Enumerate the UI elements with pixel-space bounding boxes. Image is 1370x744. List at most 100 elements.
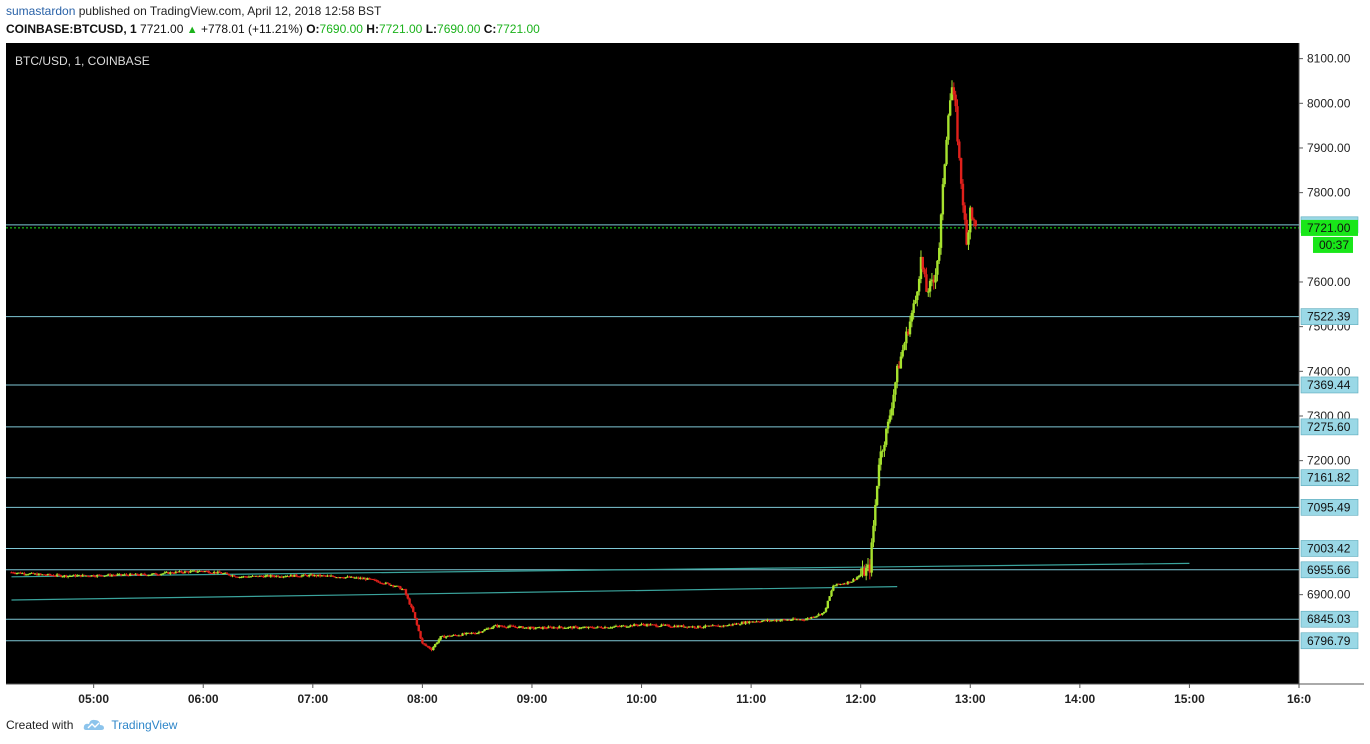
candle-body — [861, 567, 864, 575]
last-price: 7721.00 — [140, 22, 184, 36]
candle-body — [291, 574, 294, 577]
candle-body — [307, 574, 311, 577]
candle-body — [220, 572, 223, 574]
candle-body — [161, 573, 165, 575]
candle-body — [517, 626, 521, 629]
candle-body — [864, 568, 868, 576]
tradingview-link[interactable]: TradingView — [111, 718, 178, 732]
candle-body — [879, 451, 882, 465]
candle-body — [412, 607, 415, 613]
candle-body — [390, 585, 393, 587]
level-label-box — [1300, 418, 1359, 436]
candle-body — [426, 645, 430, 647]
candle-body — [547, 626, 550, 629]
candle-body — [857, 575, 861, 578]
candle-body — [967, 232, 970, 245]
candle-body — [896, 365, 899, 383]
candle-body — [777, 620, 780, 622]
candle-body — [850, 581, 853, 583]
candle-body — [894, 382, 897, 395]
candle-body — [788, 619, 791, 621]
x-tick-label: 12:00 — [845, 692, 876, 706]
candle-body — [196, 571, 199, 573]
candle-body — [616, 625, 620, 627]
candle-body — [35, 573, 39, 576]
candle-body — [519, 626, 523, 628]
candle-body — [90, 575, 94, 577]
candle-body — [631, 625, 634, 627]
candle-body — [726, 625, 729, 627]
candle-body — [538, 626, 541, 628]
candle-body — [74, 574, 77, 577]
candle-body — [454, 634, 457, 636]
candle-body — [649, 624, 652, 626]
candle-body — [83, 574, 86, 576]
candle-body — [974, 220, 977, 227]
candle-body — [236, 576, 240, 578]
candle-body — [941, 184, 945, 215]
candle-body — [253, 575, 256, 577]
candle-body — [545, 628, 548, 630]
candle-body — [740, 622, 744, 625]
candle-body — [797, 619, 800, 621]
candle-body — [706, 625, 709, 627]
x-tick-label: 07:00 — [297, 692, 328, 706]
candle-body — [386, 582, 389, 584]
y-tick-label: 7200.00 — [1307, 454, 1351, 468]
level-label: 7003.42 — [1307, 541, 1351, 555]
candle-body — [61, 576, 64, 578]
candle-body — [572, 626, 576, 629]
candle-body — [490, 627, 493, 629]
candle-body — [256, 575, 260, 577]
candle-body — [132, 574, 136, 576]
candle-body — [757, 621, 760, 623]
trend-line[interactable] — [11, 562, 1190, 578]
candle-body — [315, 574, 318, 577]
candle-body — [744, 621, 747, 624]
candle-body — [444, 636, 448, 638]
candle-body — [306, 575, 309, 577]
candle-body — [614, 625, 618, 627]
candle-body — [470, 632, 473, 634]
candle-body — [413, 612, 417, 619]
candle-body — [154, 573, 157, 575]
candle-body — [801, 619, 804, 621]
candle-body — [23, 573, 26, 575]
candle-body — [320, 575, 324, 577]
y-tick-label: 7900.00 — [1307, 141, 1351, 155]
trend-line[interactable] — [11, 586, 898, 601]
candle-body — [709, 625, 713, 627]
candle-body — [556, 627, 559, 629]
candle-body — [969, 207, 972, 233]
candle-body — [660, 624, 663, 627]
candle-body — [393, 586, 397, 588]
candle-body — [640, 623, 643, 625]
author-link[interactable]: sumastardon — [6, 4, 76, 18]
candle-body — [731, 624, 735, 626]
chart-background — [6, 43, 1299, 684]
up-arrow-icon: ▲ — [186, 24, 198, 36]
candle-body — [298, 576, 302, 578]
symbol-bar: COINBASE:BTCUSD, 1 7721.00 ▲ +778.01 (+1… — [6, 22, 540, 36]
candle-body — [339, 577, 342, 579]
candle-body — [505, 627, 508, 629]
level-label-box — [1300, 499, 1359, 516]
candle-body — [324, 575, 327, 577]
candle-body — [459, 635, 462, 637]
candle-body — [297, 576, 300, 578]
candle-body — [461, 633, 464, 636]
candle-body — [541, 627, 545, 629]
candle-body — [97, 574, 101, 576]
candle-body — [567, 627, 570, 629]
candle-body — [313, 574, 316, 577]
last-price-label: 7721.00 — [1307, 221, 1351, 235]
candle-body — [187, 571, 190, 573]
candle-body — [607, 627, 610, 629]
candle-body — [391, 585, 395, 587]
level-label-box — [1300, 308, 1359, 325]
candle-body — [125, 574, 128, 576]
candle-body — [605, 627, 609, 629]
candle-body — [819, 614, 822, 616]
candle-body — [786, 619, 789, 621]
